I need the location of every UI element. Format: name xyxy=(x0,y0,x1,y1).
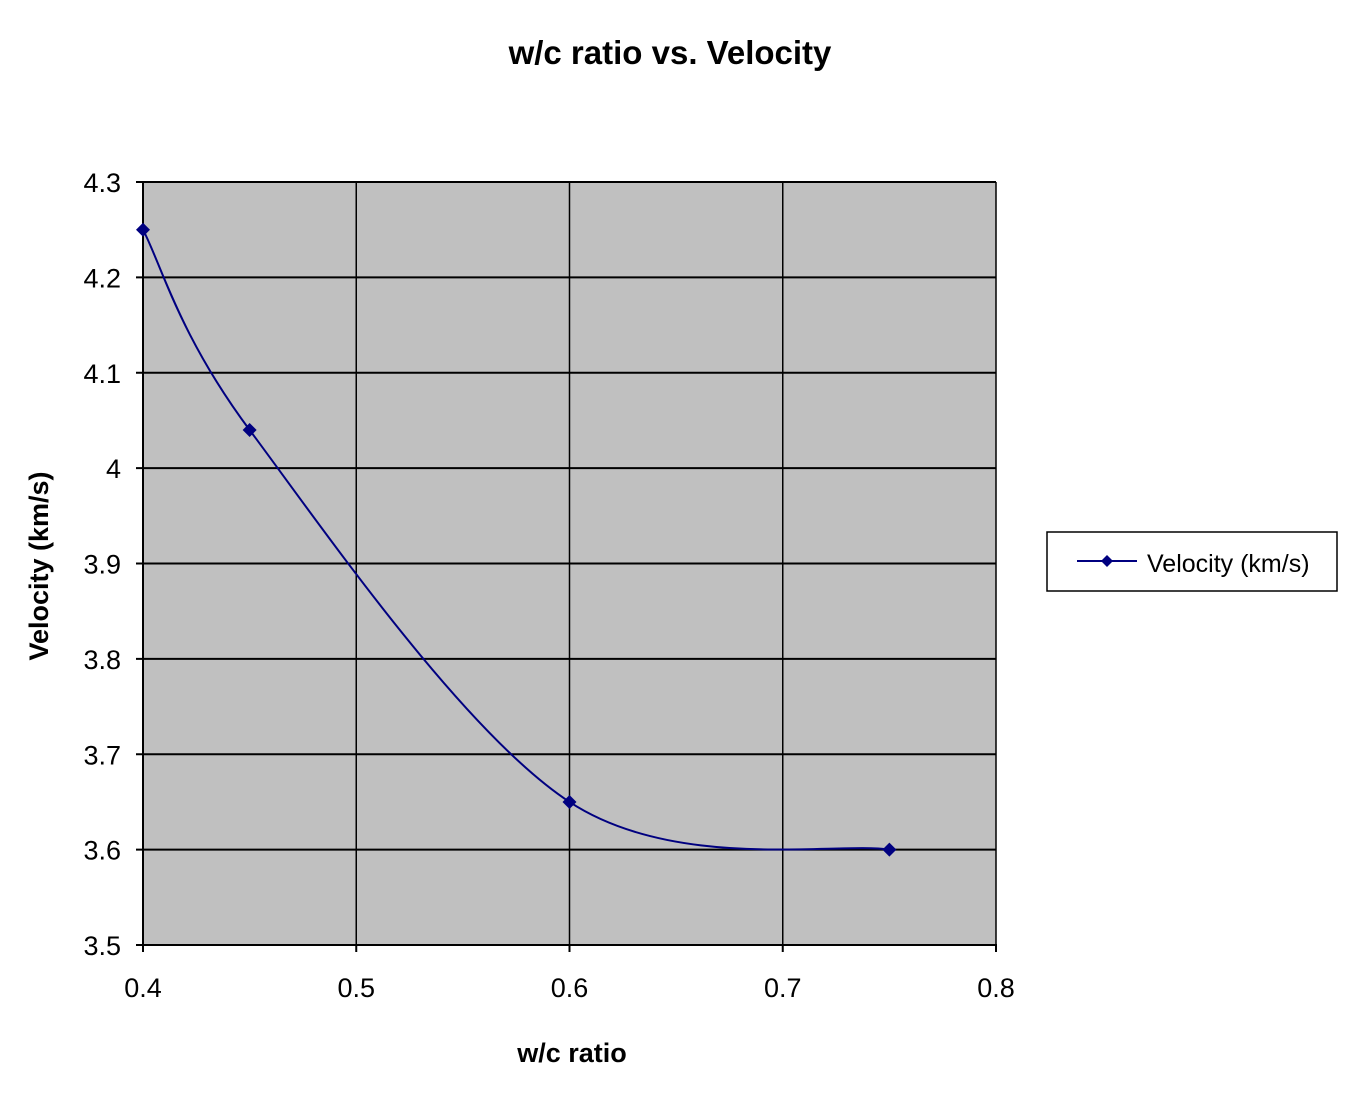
y-tick-label: 3.5 xyxy=(83,931,121,961)
data-point xyxy=(136,222,150,237)
y-tick-label: 3.7 xyxy=(83,740,121,770)
chart-title: w/c ratio vs. Velocity xyxy=(508,34,832,71)
x-tick-label: 0.8 xyxy=(977,973,1015,1003)
y-axis-title: Velocity (km/s) xyxy=(24,471,54,660)
y-axis-ticks: 3.5 3.6 3.7 3.8 3.9 4 4.1 4.2 4.3 xyxy=(83,168,143,961)
data-point xyxy=(242,422,257,437)
legend-label: Velocity (km/s) xyxy=(1147,550,1310,578)
series-line-velocity xyxy=(142,229,890,851)
y-tick-label: 4.1 xyxy=(83,359,121,389)
y-tick-label: 4.2 xyxy=(83,263,121,293)
data-point xyxy=(562,794,577,809)
y-tick-label: 3.6 xyxy=(83,836,121,866)
x-tick-label: 0.4 xyxy=(124,973,162,1003)
x-tick-label: 0.7 xyxy=(764,973,802,1003)
x-tick-label: 0.5 xyxy=(337,973,375,1003)
legend: Velocity (km/s) xyxy=(1046,531,1338,592)
x-axis-title: w/c ratio xyxy=(516,1038,627,1068)
y-tick-label: 3.8 xyxy=(83,645,121,675)
series-layer xyxy=(136,222,897,857)
x-axis-ticks: 0.4 0.5 0.6 0.7 0.8 xyxy=(124,945,1015,1003)
x-tick-label: 0.6 xyxy=(551,973,589,1003)
y-tick-label: 3.9 xyxy=(83,550,121,580)
legend-marker-swatch xyxy=(1101,555,1113,567)
y-tick-label: 4 xyxy=(106,454,121,484)
y-tick-label: 4.3 xyxy=(83,168,121,198)
data-point xyxy=(882,842,897,857)
